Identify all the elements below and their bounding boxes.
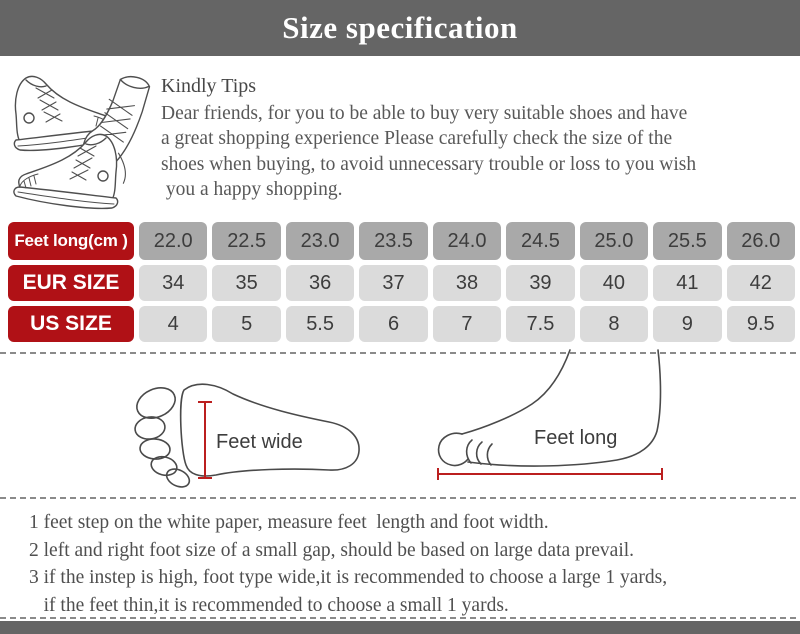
instruction-line: 2 left and right foot size of a small ga… xyxy=(29,539,635,561)
sneakers-sketch-illustration xyxy=(13,75,151,210)
instruction-line: 1 feet step on the white paper, measure … xyxy=(29,512,549,533)
size-cell: 26.0 xyxy=(726,222,795,260)
tips-line: you a happy shopping. xyxy=(161,178,343,200)
tips-line: shoes when buying, to avoid unnecessary … xyxy=(161,153,697,175)
size-cell: 7 xyxy=(432,306,502,342)
size-cell: 23.5 xyxy=(359,222,428,260)
size-row-label-us: US SIZE xyxy=(8,306,134,342)
header-bar: Size specification xyxy=(0,0,800,56)
size-cell: 37 xyxy=(359,265,428,301)
kindly-tips-section: Kindly Tips Dear friends, for you to be … xyxy=(161,73,791,202)
size-cell: 42 xyxy=(726,265,795,301)
dashed-divider xyxy=(0,497,800,499)
size-cell: 41 xyxy=(653,265,722,301)
size-cell: 38 xyxy=(432,265,502,301)
size-row-label-feet-length: Feet long(cm ) xyxy=(8,222,134,260)
size-cell: 5.5 xyxy=(285,306,355,342)
size-cell: 35 xyxy=(212,265,281,301)
size-cell: 9.5 xyxy=(726,306,795,342)
size-cell: 39 xyxy=(506,265,575,301)
size-cell: 8 xyxy=(579,306,649,342)
feet-wide-measure-line xyxy=(198,401,212,479)
feet-long-measure-line xyxy=(437,468,663,480)
measuring-instructions: 1 feet step on the white paper, measure … xyxy=(29,509,794,619)
size-cell: 25.5 xyxy=(653,222,722,260)
tips-line: Dear friends, for you to be able to buy … xyxy=(161,103,688,124)
dashed-divider xyxy=(0,352,800,354)
bottom-section-bar xyxy=(0,621,800,634)
size-cell: 24.0 xyxy=(432,222,502,260)
feet-wide-label: Feet wide xyxy=(216,431,303,453)
size-cell: 36 xyxy=(285,265,355,301)
size-cell: 7.5 xyxy=(506,306,575,342)
size-cell: 40 xyxy=(579,265,649,301)
size-cell: 24.5 xyxy=(506,222,575,260)
size-cell: 9 xyxy=(653,306,722,342)
instruction-line: 3 if the instep is high, foot type wide,… xyxy=(29,567,668,588)
size-cell: 22.5 xyxy=(212,222,281,260)
instruction-line: if the feet thin,it is recommended to ch… xyxy=(29,594,509,616)
size-row-label-eur: EUR SIZE xyxy=(8,265,134,301)
foot-side-illustration xyxy=(437,349,663,480)
kindly-tips-heading: Kindly Tips xyxy=(161,75,257,97)
tips-line: a great shopping experience Please caref… xyxy=(161,128,673,150)
size-cell: 4 xyxy=(139,306,208,342)
page-title: Size specification xyxy=(282,10,518,45)
size-cell: 25.0 xyxy=(579,222,649,260)
size-cell: 5 xyxy=(212,306,281,342)
dashed-divider xyxy=(0,617,800,619)
feet-long-label: Feet long xyxy=(534,427,618,449)
size-cell: 34 xyxy=(139,265,208,301)
size-table: Feet long(cm ) 22.0 22.5 23.0 23.5 24.0 … xyxy=(8,222,795,342)
size-cell: 23.0 xyxy=(285,222,355,260)
size-cell: 22.0 xyxy=(139,222,208,260)
size-cell: 6 xyxy=(359,306,428,342)
footprint-illustration xyxy=(134,383,360,488)
